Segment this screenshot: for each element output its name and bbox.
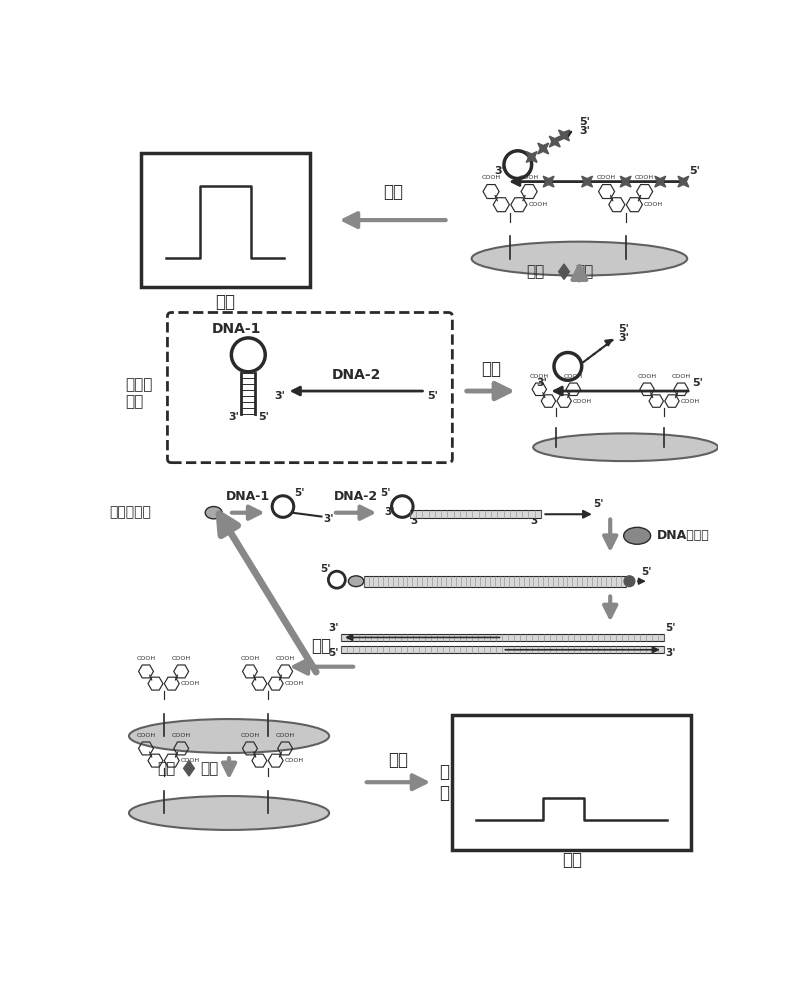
Text: 3': 3'	[530, 516, 541, 526]
Text: 3': 3'	[536, 378, 547, 388]
Text: COOH: COOH	[181, 681, 200, 686]
Text: COOH: COOH	[681, 399, 700, 404]
Polygon shape	[620, 176, 631, 187]
Text: COOH: COOH	[482, 175, 501, 180]
Text: 3': 3'	[666, 648, 676, 658]
Text: COOH: COOH	[564, 374, 583, 379]
Text: 光照: 光照	[389, 751, 409, 769]
Text: COOH: COOH	[597, 175, 616, 180]
Text: 时间: 时间	[562, 852, 582, 869]
Text: 5': 5'	[693, 378, 703, 388]
Circle shape	[624, 576, 635, 587]
Text: 3': 3'	[274, 391, 286, 401]
Text: COOH: COOH	[635, 175, 654, 180]
Text: 3': 3'	[323, 514, 334, 524]
Text: 3': 3'	[228, 412, 239, 422]
Text: 电
流: 电 流	[142, 201, 152, 239]
Text: COOH: COOH	[181, 758, 200, 763]
Text: 5': 5'	[258, 412, 269, 422]
Text: DNA-2: DNA-2	[334, 490, 378, 503]
Text: 吸附: 吸附	[526, 264, 545, 279]
Text: 5': 5'	[666, 623, 676, 633]
Text: 5': 5'	[618, 324, 629, 334]
Text: 5': 5'	[579, 117, 590, 127]
Text: 5': 5'	[294, 488, 305, 498]
Text: 卟啉: 卟啉	[201, 761, 219, 776]
Text: 有目标分子: 有目标分子	[110, 506, 151, 520]
Polygon shape	[526, 152, 537, 162]
Text: COOH: COOH	[644, 202, 663, 207]
Text: 3': 3'	[494, 166, 505, 176]
Text: COOH: COOH	[530, 374, 549, 379]
Ellipse shape	[129, 719, 329, 753]
Text: 无目标
分子: 无目标 分子	[125, 377, 153, 410]
Ellipse shape	[129, 796, 329, 830]
Text: 5': 5'	[320, 564, 330, 574]
Text: 3': 3'	[579, 126, 590, 136]
Text: 时间: 时间	[215, 293, 235, 311]
Text: COOH: COOH	[573, 399, 592, 404]
Text: DNA聚合酶: DNA聚合酶	[656, 529, 709, 542]
Bar	[364, 576, 626, 587]
Bar	[341, 646, 664, 653]
Bar	[410, 510, 541, 518]
Polygon shape	[678, 176, 689, 187]
Polygon shape	[655, 176, 666, 187]
Text: 光照: 光照	[383, 183, 403, 201]
Bar	[341, 634, 664, 641]
Polygon shape	[558, 130, 570, 141]
Polygon shape	[558, 264, 570, 279]
Text: 卟啉: 卟啉	[575, 264, 594, 279]
Ellipse shape	[205, 507, 222, 519]
Text: 3': 3'	[384, 507, 394, 517]
Text: COOH: COOH	[638, 374, 657, 379]
Text: COOH: COOH	[285, 681, 304, 686]
Text: 5': 5'	[689, 166, 700, 176]
Text: COOH: COOH	[671, 374, 690, 379]
Text: COOH: COOH	[240, 733, 259, 738]
Text: COOH: COOH	[172, 656, 190, 661]
Polygon shape	[538, 143, 549, 154]
Text: DNA-1: DNA-1	[212, 322, 262, 336]
Polygon shape	[550, 136, 560, 147]
Text: 5': 5'	[380, 488, 390, 498]
Polygon shape	[184, 761, 194, 776]
Polygon shape	[582, 176, 593, 187]
Polygon shape	[543, 176, 554, 187]
Text: COOH: COOH	[276, 733, 294, 738]
Ellipse shape	[349, 576, 364, 587]
Bar	[452, 715, 691, 850]
Text: 吸附: 吸附	[481, 360, 501, 378]
Text: COOH: COOH	[137, 733, 155, 738]
Text: 3': 3'	[618, 333, 629, 343]
Text: 3': 3'	[329, 623, 339, 633]
Text: DNA-2: DNA-2	[331, 368, 381, 382]
Text: 吸附: 吸附	[157, 761, 175, 776]
Ellipse shape	[534, 433, 718, 461]
Text: 5': 5'	[641, 567, 651, 577]
Text: 5': 5'	[329, 648, 339, 658]
Text: COOH: COOH	[137, 656, 155, 661]
Text: COOH: COOH	[529, 202, 548, 207]
Text: 5': 5'	[427, 391, 438, 401]
Text: COOH: COOH	[172, 733, 190, 738]
Text: 吸附: 吸附	[311, 637, 331, 655]
Text: COOH: COOH	[276, 656, 294, 661]
Text: 5': 5'	[594, 499, 604, 509]
Text: 3': 3'	[410, 516, 421, 526]
Bar	[141, 153, 310, 287]
Ellipse shape	[472, 242, 687, 276]
Text: 电
流: 电 流	[440, 763, 450, 802]
Text: COOH: COOH	[240, 656, 259, 661]
Text: DNA-1: DNA-1	[226, 490, 270, 503]
Ellipse shape	[624, 527, 650, 544]
Text: COOH: COOH	[285, 758, 304, 763]
Text: COOH: COOH	[519, 175, 538, 180]
